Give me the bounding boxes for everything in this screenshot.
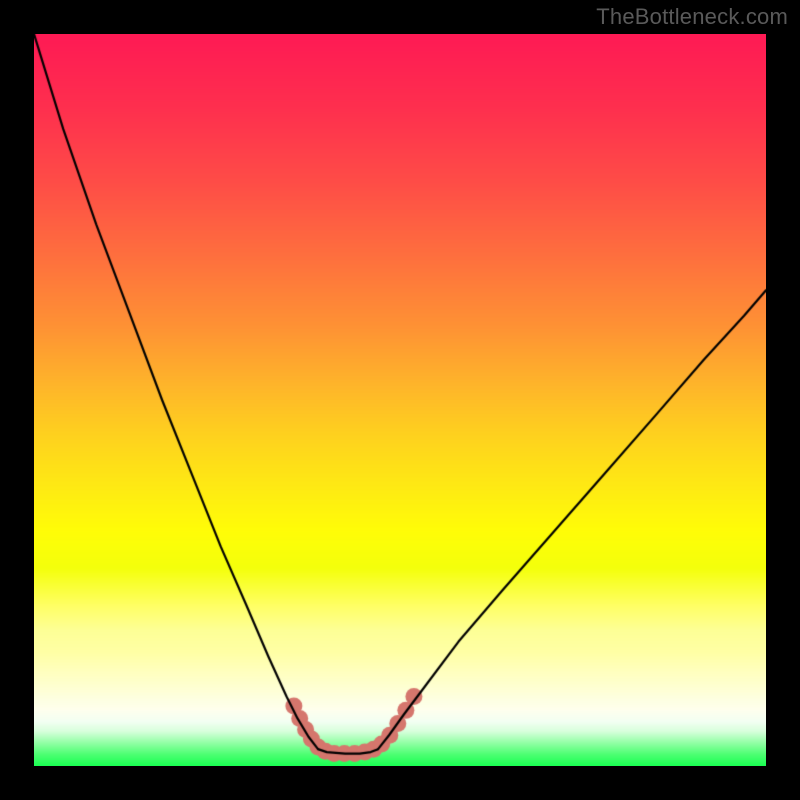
bottleneck-chart <box>34 34 766 766</box>
watermark-text: TheBottleneck.com <box>596 4 788 30</box>
chart-curve-layer <box>34 34 766 766</box>
